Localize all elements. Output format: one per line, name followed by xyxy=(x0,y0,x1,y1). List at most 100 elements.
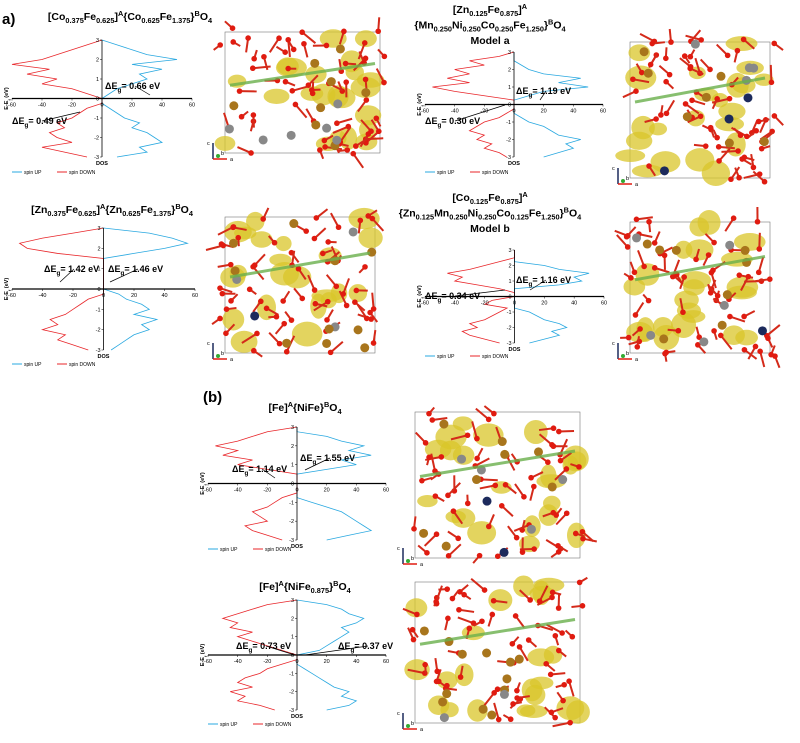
oxygen xyxy=(519,549,526,555)
oxygen xyxy=(569,633,576,640)
cation xyxy=(457,649,467,659)
subscript: g xyxy=(248,647,252,654)
oxygen xyxy=(271,239,278,246)
oxygen xyxy=(549,594,555,601)
annotation-leader xyxy=(265,645,296,656)
text-run: {NiFe} xyxy=(293,402,324,414)
rich-text: {Mn0.250Ni0.250Co0.250Fe1.250}BO4 xyxy=(414,18,566,34)
oxygen xyxy=(263,305,270,312)
x-tick-label: 40 xyxy=(159,103,165,109)
cation xyxy=(324,324,334,334)
subscript: g xyxy=(56,270,60,277)
oxygen xyxy=(658,112,664,118)
cation xyxy=(500,449,510,459)
oxygen xyxy=(324,317,330,323)
text-run: {Mn xyxy=(414,20,433,32)
oxygen xyxy=(474,455,480,462)
subscript: 0.875 xyxy=(500,9,518,18)
y-tick-label: -2 xyxy=(94,136,99,142)
isosurface xyxy=(715,116,745,132)
cation xyxy=(326,77,336,87)
cation xyxy=(716,71,726,81)
oxygen xyxy=(369,215,376,222)
oxygen xyxy=(543,660,549,667)
oxygen xyxy=(490,597,497,604)
oxygen xyxy=(711,239,717,246)
text-run: ] xyxy=(519,192,523,204)
text-run: Mn xyxy=(434,208,449,220)
bond xyxy=(450,434,468,441)
y-tick-label: 3 xyxy=(508,248,511,254)
oxygen xyxy=(235,234,242,241)
subscript: 4 xyxy=(208,16,213,25)
subscript: 0.125 xyxy=(469,9,487,18)
legend-label: spin UP xyxy=(220,547,238,553)
axis-label: b xyxy=(411,721,414,727)
oxygen xyxy=(552,714,558,721)
bond xyxy=(294,103,308,119)
oxygen xyxy=(281,320,288,327)
oxygen xyxy=(498,503,505,509)
axis-label: a xyxy=(420,727,424,733)
oxygen xyxy=(552,632,559,639)
oxygen xyxy=(663,55,669,62)
oxygen xyxy=(745,273,752,280)
y-tick-label: -2 xyxy=(289,519,294,525)
oxygen xyxy=(220,242,227,249)
oxygen xyxy=(693,256,699,263)
oxygen xyxy=(494,553,501,560)
axis-label: c xyxy=(207,141,210,147)
text-run: ] xyxy=(114,11,118,23)
text-run: [Co xyxy=(452,192,470,204)
axis-label: b xyxy=(626,176,629,182)
oxygen xyxy=(258,298,264,305)
cation xyxy=(438,697,448,707)
text-run: O xyxy=(553,20,561,32)
subscript: 1.375 xyxy=(172,16,190,25)
text-run: Model a xyxy=(470,35,509,47)
oxygen xyxy=(531,546,537,552)
text-run: Fe xyxy=(160,11,172,23)
cation xyxy=(722,290,732,300)
oxygen xyxy=(663,110,670,117)
oxygen xyxy=(531,483,537,490)
isosurface xyxy=(250,231,273,248)
oxygen xyxy=(434,668,441,675)
x-axis-label: DOS xyxy=(509,347,521,353)
rich-text: ΔEg= 0.34 eV xyxy=(425,291,480,304)
y-tick-label: 0 xyxy=(97,287,100,293)
x-tick-label: 0 xyxy=(295,659,298,665)
y-tick-label: -3 xyxy=(507,341,512,347)
rich-text: [Zn0.375Fe0.625]A{Zn0.625Fe1.375}BO4 xyxy=(31,202,194,218)
y-tick-label: 1 xyxy=(96,77,99,83)
cell-diagonal xyxy=(419,618,576,646)
axis-label: c xyxy=(612,341,615,347)
legend-label: spin UP xyxy=(24,362,42,368)
annotation-leader xyxy=(454,104,506,122)
oxygen xyxy=(527,597,533,603)
oxygen xyxy=(365,131,372,137)
oxygen xyxy=(707,124,714,131)
subscript: 0.250 xyxy=(463,25,481,34)
oxygen xyxy=(311,287,318,293)
annotation-leader xyxy=(304,457,331,471)
text-run: ΔE xyxy=(425,116,437,126)
y-tick-label: -3 xyxy=(96,348,101,354)
bond xyxy=(470,577,486,591)
cation xyxy=(558,475,568,485)
oxygen xyxy=(461,591,467,598)
oxygen xyxy=(353,287,360,294)
oxygen xyxy=(223,330,229,337)
oxygen xyxy=(333,283,340,290)
y-tick-label: 1 xyxy=(291,635,294,641)
cell-diagonal xyxy=(229,62,376,87)
legend-label: spin DOWN xyxy=(69,170,96,176)
text-run: [Fe] xyxy=(259,581,278,593)
cation xyxy=(353,325,363,335)
oxygen xyxy=(285,36,292,43)
oxygen xyxy=(716,158,722,164)
cation xyxy=(743,93,753,103)
axis-b xyxy=(406,724,410,728)
bond xyxy=(252,65,271,70)
isosurface xyxy=(439,440,462,461)
